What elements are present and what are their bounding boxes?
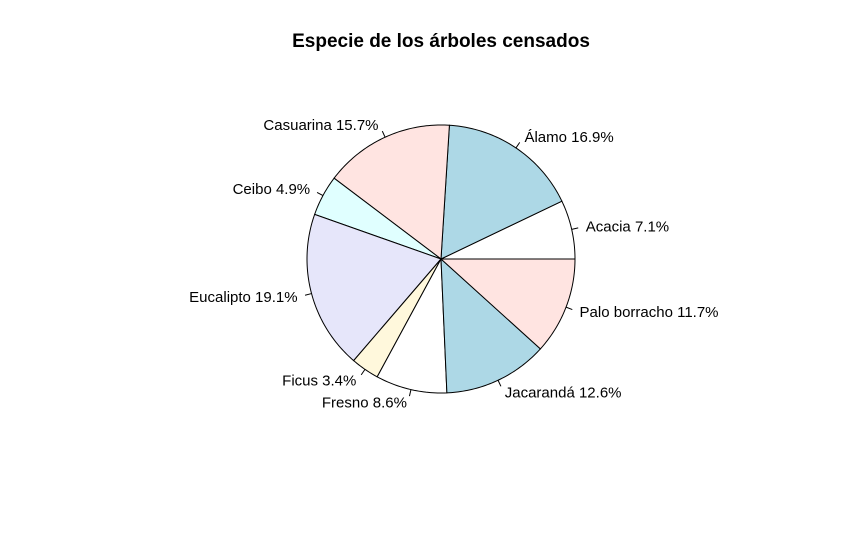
slice-label-ficus: Ficus 3.4% — [282, 372, 356, 389]
chart-title: Especie de los árboles censados — [292, 31, 590, 52]
slice-label-ceibo: Ceibo 4.9% — [233, 181, 311, 198]
leader-line-acacia — [571, 227, 579, 230]
leader-line-fresno — [408, 389, 412, 397]
leader-line-eucalipto — [304, 293, 312, 296]
slice-label-acacia: Acacia 7.1% — [586, 218, 669, 235]
pie-slices — [306, 124, 576, 394]
pie-leader-lines — [304, 130, 579, 397]
pie-slice-palo-borracho — [439, 258, 576, 350]
slice-label-fresno: Fresno 8.6% — [322, 395, 407, 412]
leader-line-casuarina — [381, 130, 386, 138]
slice-label-eucalipto: Eucalipto 19.1% — [189, 289, 297, 306]
slice-label-alamo: Álamo 16.9% — [524, 129, 613, 146]
pie-slice-eucalipto — [306, 213, 442, 362]
leader-line-ficus — [360, 369, 366, 376]
pie-labels: Acacia 7.1% Álamo 16.9% Casuarina 15.7% Cei… — [189, 117, 718, 412]
leader-line-ceibo — [316, 191, 324, 196]
leader-line-jacaranda — [497, 380, 502, 387]
pie-slice-fresno — [376, 257, 448, 394]
slice-label-jacaranda: Jacarandá 12.6% — [505, 384, 622, 401]
leader-line-palo-borracho — [565, 306, 573, 311]
slice-label-casuarina: Casuarina 15.7% — [263, 117, 378, 134]
slice-label-palo-borracho: Palo borracho 11.7% — [580, 304, 719, 321]
leader-line-alamo — [515, 142, 521, 149]
pie-slice-casuarina — [333, 124, 450, 260]
pie-slice-alamo — [440, 124, 563, 260]
